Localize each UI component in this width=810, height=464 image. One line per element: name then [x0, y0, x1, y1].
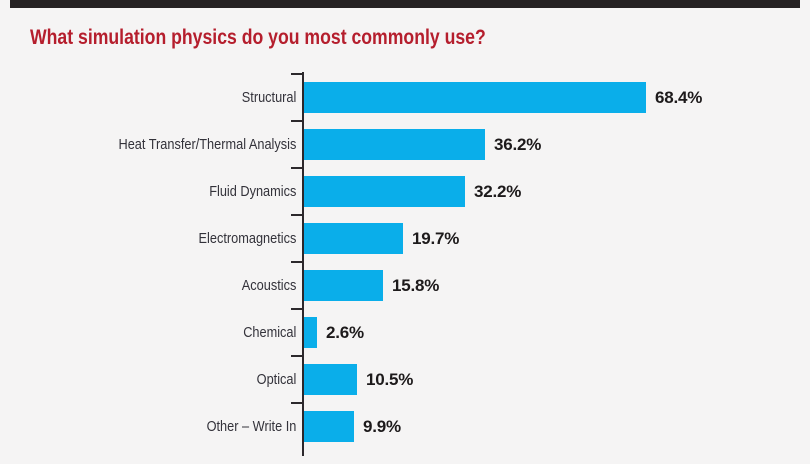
bar-area: 15.8% — [304, 262, 810, 309]
axis-tick — [291, 402, 303, 404]
axis-tick — [291, 120, 303, 122]
value-label: 32.2% — [474, 181, 522, 201]
chart-row: Acoustics 15.8% — [0, 261, 810, 309]
bar — [304, 129, 485, 160]
bar — [304, 223, 403, 254]
bar-area: 68.4% — [304, 74, 810, 121]
axis-tick — [291, 355, 303, 357]
axis-tick — [291, 214, 303, 216]
top-accent-bar — [10, 0, 800, 8]
bar-area: 2.6% — [304, 309, 810, 356]
category-label: Electromagnetics — [198, 230, 297, 247]
value-label: 10.5% — [366, 369, 414, 389]
bar-area: 19.7% — [304, 215, 810, 262]
axis-tick — [291, 167, 303, 169]
axis-tick — [291, 308, 303, 310]
category-label: Heat Transfer/Thermal Analysis — [118, 136, 297, 153]
category-label: Fluid Dynamics — [209, 183, 297, 200]
chart-row: Optical 10.5% — [0, 355, 810, 403]
chart-row: Chemical 2.6% — [0, 308, 810, 356]
bar-area: 10.5% — [304, 356, 810, 403]
category-label: Structural — [241, 89, 297, 106]
bar — [304, 270, 383, 301]
category-label: Acoustics — [241, 277, 297, 294]
bar — [304, 317, 317, 348]
bar-chart: Structural 68.4% Heat Transfer/Thermal A… — [0, 72, 810, 456]
chart-row: Electromagnetics 19.7% — [0, 214, 810, 262]
chart-row: Heat Transfer/Thermal Analysis 36.2% — [0, 120, 810, 168]
value-label: 19.7% — [412, 228, 460, 248]
category-label: Other – Write In — [206, 418, 297, 435]
chart-row: Fluid Dynamics 32.2% — [0, 167, 810, 215]
axis-tick — [291, 73, 303, 75]
category-label: Chemical — [243, 324, 297, 341]
bar — [304, 82, 646, 113]
bar — [304, 411, 354, 442]
axis-tick — [291, 261, 303, 263]
value-label: 15.8% — [392, 275, 440, 295]
bar-area: 36.2% — [304, 121, 810, 168]
bar — [304, 364, 357, 395]
y-axis-line — [302, 72, 304, 456]
chart-row: Structural 68.4% — [0, 73, 810, 121]
value-label: 9.9% — [363, 416, 401, 436]
chart-rows: Structural 68.4% Heat Transfer/Thermal A… — [0, 72, 810, 456]
chart-title: What simulation physics do you most comm… — [30, 26, 486, 49]
value-label: 36.2% — [494, 134, 542, 154]
bar-area: 32.2% — [304, 168, 810, 215]
bar-area: 9.9% — [304, 403, 810, 450]
value-label: 68.4% — [655, 87, 703, 107]
bar — [304, 176, 465, 207]
chart-row: Other – Write In 9.9% — [0, 402, 810, 450]
category-label: Optical — [256, 371, 297, 388]
value-label: 2.6% — [326, 322, 364, 342]
